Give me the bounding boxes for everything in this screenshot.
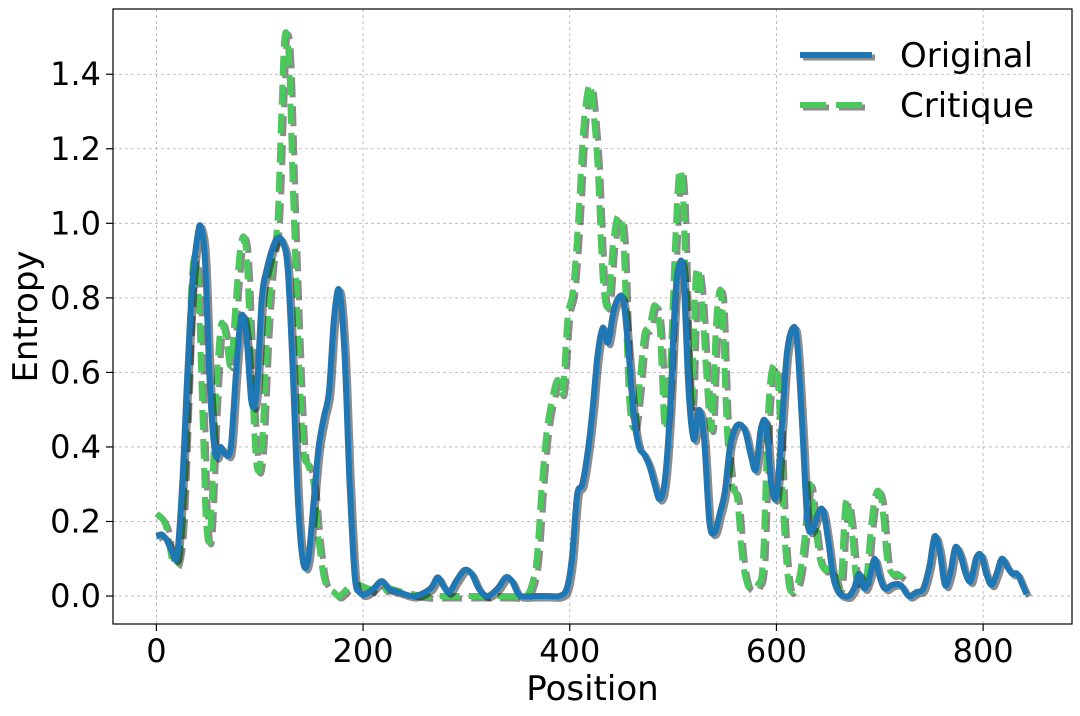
x-tick-label: 0 [146,632,166,670]
critique-series-line [154,29,905,600]
x-tick-label: 200 [333,632,394,670]
y-tick-label: 0.0 [50,577,101,615]
series-layer [154,29,1032,603]
plot-frame [112,8,1073,625]
axis-ticks: 0 200 400 600 800 0.0 0.2 0.4 0.6 0.8 1.0 1.2 1.4 [50,55,1014,670]
original-series-line [155,222,1030,600]
y-axis-label: Entropy [6,250,46,382]
x-tick-label: 400 [539,632,600,670]
grid [113,9,1072,624]
y-tick-label: 0.6 [50,353,101,391]
x-axis-label: Position [526,669,658,709]
legend-label-critique: Critique [900,86,1034,126]
legend-label-original: Original [900,36,1033,76]
y-tick-label: 1.2 [50,130,101,168]
y-tick-label: 1.4 [50,55,101,93]
x-tick-label: 800 [953,632,1014,670]
legend: Original Critique [800,36,1034,126]
y-tick-label: 0.4 [50,428,101,466]
y-tick-label: 0.2 [50,503,101,541]
x-tick-label: 600 [746,632,807,670]
y-tick-label: 1.0 [50,204,101,242]
y-tick-label: 0.8 [50,279,101,317]
